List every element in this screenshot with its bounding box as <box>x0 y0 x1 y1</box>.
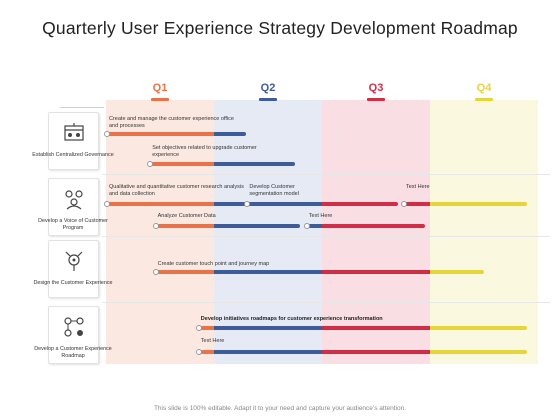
quarter-column-q2 <box>214 100 322 364</box>
quarter-column-q4 <box>430 100 538 364</box>
task-bar-segment-q2 <box>213 270 322 274</box>
row-divider <box>102 174 550 175</box>
task-bar-segment-q3 <box>321 326 430 330</box>
category-card <box>48 178 99 236</box>
row-divider <box>102 302 550 303</box>
category-label: Establish Centralized Governance <box>32 152 114 158</box>
task-label: Text Here <box>200 338 225 344</box>
task-bar-segment-q2 <box>305 224 322 228</box>
task-bar <box>104 201 247 207</box>
task-label: Analyze Customer Data <box>157 213 216 219</box>
task-bar <box>152 223 301 229</box>
task-label: Develop Customer segmentation model <box>249 184 299 197</box>
task-bar-segment-q2 <box>213 350 322 354</box>
category-card <box>48 240 99 298</box>
task-start-marker <box>303 223 310 229</box>
task-start-marker <box>152 269 159 275</box>
page-title: Quarterly User Experience Strategy Devel… <box>42 18 518 38</box>
task-bar-segment-q1 <box>106 202 214 206</box>
quarter-column-q3 <box>322 100 430 364</box>
task-label: Text Here <box>406 184 430 190</box>
task-bar-segment-q4 <box>429 350 528 354</box>
task-bar-segment-q4 <box>429 270 484 274</box>
task-bar <box>401 201 528 207</box>
task-bar-segment-q1 <box>154 224 214 228</box>
task-bar <box>303 223 425 229</box>
task-start-marker <box>195 349 202 355</box>
task-start-marker <box>104 131 110 137</box>
task-bar-segment-q3 <box>321 202 398 206</box>
task-bar-segment-q2 <box>213 162 295 166</box>
task-label: Create customer touch point and journey … <box>157 261 270 267</box>
task-label: Set objectives related to upgrade custom… <box>152 145 257 158</box>
task-bar-segment-q4 <box>429 326 528 330</box>
task-bar-segment-q3 <box>321 224 425 228</box>
category-label: Design the Customer Experience <box>33 280 113 286</box>
task-label: Develop initiatives roadmaps for custome… <box>200 316 383 322</box>
quarter-label-q4: Q4 <box>476 82 492 94</box>
row-divider <box>102 236 550 237</box>
quarter-underline <box>151 98 169 101</box>
task-bar-segment-q3 <box>321 270 430 274</box>
task-bar-segment-q4 <box>430 202 528 206</box>
task-bar <box>147 161 295 167</box>
task-bar-segment-q3 <box>321 350 430 354</box>
category-label: Develop a Customer Experience Roadmap <box>34 346 112 359</box>
task-bar-segment-q3 <box>403 202 430 206</box>
task-bar <box>244 201 398 207</box>
task-bar-segment-q2 <box>213 224 301 228</box>
category-card <box>48 112 99 170</box>
quarter-column-q1 <box>106 100 214 364</box>
task-start-marker <box>104 201 110 207</box>
task-bar-segment-q1 <box>197 350 214 354</box>
task-bar-segment-q1 <box>149 162 214 166</box>
task-start-marker <box>244 201 251 207</box>
task-label: Qualitative and quantitative customer re… <box>109 184 244 197</box>
footer-note: This slide is 100% editable. Adapt it to… <box>153 405 407 412</box>
task-bar <box>195 349 528 355</box>
task-bar-segment-q2 <box>213 326 322 330</box>
quarter-underline <box>259 98 277 101</box>
task-bar-segment-q2 <box>214 132 247 136</box>
task-bar <box>104 131 247 137</box>
task-bar-segment-q1 <box>106 132 214 136</box>
task-bar-segment-q2 <box>246 202 322 206</box>
task-bar <box>195 325 528 331</box>
task-label: Text Here <box>308 213 333 219</box>
task-start-marker <box>401 201 407 207</box>
task-bar <box>152 269 484 275</box>
task-label: Create and manage the customer experienc… <box>109 116 234 129</box>
top-connector-line <box>60 107 104 108</box>
quarter-label-q3: Q3 <box>368 82 384 94</box>
category-card <box>48 306 99 364</box>
task-bar-segment-q1 <box>197 326 214 330</box>
quarter-label-q1: Q1 <box>152 82 168 94</box>
task-start-marker <box>147 161 154 167</box>
task-start-marker <box>152 223 159 229</box>
quarter-label-q2: Q2 <box>260 82 276 94</box>
category-label: Develop a Voice of Customer Program <box>38 218 108 231</box>
quarter-underline <box>367 98 385 101</box>
quarter-underline <box>475 98 493 101</box>
task-bar-segment-q1 <box>154 270 214 274</box>
task-bar-segment-q2 <box>214 202 247 206</box>
task-start-marker <box>195 325 202 331</box>
